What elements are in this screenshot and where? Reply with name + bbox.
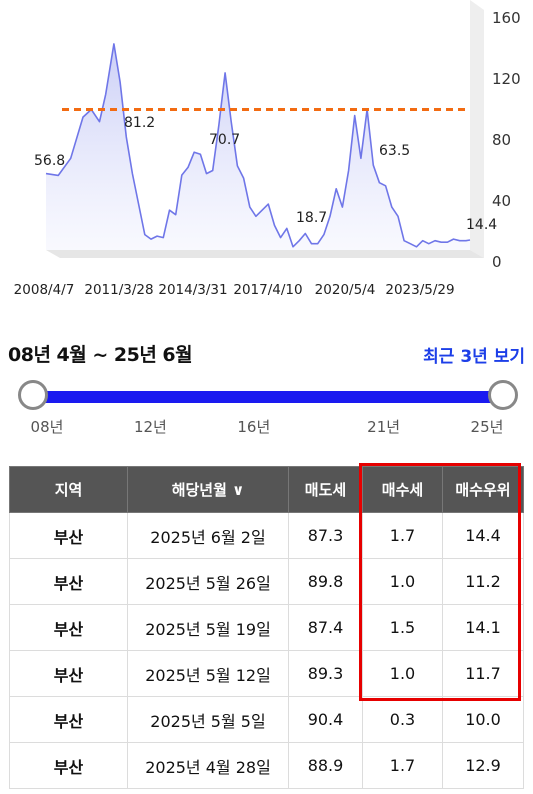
data-label: 18.7 — [296, 210, 327, 226]
data-label: 70.7 — [209, 132, 240, 148]
cell-sell: 87.4 — [288, 604, 363, 651]
slider-tick-label: 08년 — [30, 418, 64, 436]
table-row: 부산 2025년 4월 28일 88.9 1.7 12.9 — [9, 742, 524, 789]
table-row: 부산 2025년 5월 12일 89.3 1.0 11.7 — [9, 650, 524, 697]
x-tick-label: 2017/4/10 — [233, 282, 302, 298]
cell-buy: 1.0 — [362, 650, 443, 697]
cell-date: 2025년 5월 19일 — [127, 604, 289, 651]
x-tick-label: 2011/3/28 — [84, 282, 153, 298]
cell-buy-dominance: 12.9 — [442, 742, 524, 789]
cell-buy: 1.7 — [362, 742, 443, 789]
cell-region: 부산 — [9, 558, 128, 605]
header-region: 지역 — [9, 466, 128, 513]
slider-track[interactable] — [34, 391, 502, 403]
cell-buy-dominance: 11.2 — [442, 558, 524, 605]
y-tick-label: 40 — [492, 192, 511, 210]
data-label: 81.2 — [124, 115, 155, 131]
slider-tick-label: 12년 — [133, 418, 167, 436]
y-tick-label: 0 — [492, 253, 502, 271]
slider-tick-label: 25년 — [470, 418, 504, 436]
header-buy: 매수세 — [362, 466, 443, 513]
buyer-dominance-table: 지역 해당년월 ∨ 매도세 매수세 매수우위 부산 2025년 6월 2일 87.3… — [9, 466, 524, 789]
cell-date: 2025년 5월 26일 — [127, 558, 289, 605]
y-tick-label: 160 — [492, 9, 521, 27]
buyer-dominance-chart: 0 40 80 120 160 56.8 81.2 70.7 18.7 63.5 14.4 200… — [14, 0, 521, 298]
x-tick-label: 2020/5/4 — [315, 282, 376, 298]
x-tick-label: 2008/4/7 — [14, 282, 75, 298]
x-tick-label: 2023/5/29 — [385, 282, 454, 298]
date-range-row: 08년 4월 ~ 25년 6월 최근 3년 보기 — [8, 340, 525, 370]
cell-buy-dominance: 14.4 — [442, 512, 524, 559]
slider-start-handle[interactable] — [18, 380, 48, 410]
plot-floor — [46, 250, 484, 258]
slider-tick-label: 16년 — [237, 418, 271, 436]
slider-end-handle[interactable] — [488, 380, 518, 410]
cell-date: 2025년 5월 12일 — [127, 650, 289, 697]
data-label: 56.8 — [34, 153, 65, 169]
cell-date: 2025년 5월 5일 — [127, 696, 289, 743]
data-label: 14.4 — [466, 217, 497, 233]
header-date-sort[interactable]: 해당년월 ∨ — [127, 466, 289, 513]
cell-buy: 1.5 — [362, 604, 443, 651]
cell-sell: 90.4 — [288, 696, 363, 743]
cell-date: 2025년 4월 28일 — [127, 742, 289, 789]
series-area — [46, 43, 470, 251]
cell-sell: 89.3 — [288, 650, 363, 697]
date-range-label: 08년 4월 ~ 25년 6월 — [8, 344, 193, 366]
cell-sell: 87.3 — [288, 512, 363, 559]
cell-buy: 0.3 — [362, 696, 443, 743]
recent-3-years-link[interactable]: 최근 3년 보기 — [423, 347, 525, 367]
header-sell: 매도세 — [288, 466, 363, 513]
cell-buy-dominance: 11.7 — [442, 650, 524, 697]
y-tick-label: 120 — [492, 70, 521, 88]
date-range-slider[interactable] — [18, 380, 518, 414]
cell-sell: 88.9 — [288, 742, 363, 789]
cell-region: 부산 — [9, 742, 128, 789]
y-tick-label: 80 — [492, 131, 511, 149]
cell-buy-dominance: 10.0 — [442, 696, 524, 743]
table-row: 부산 2025년 5월 26일 89.8 1.0 11.2 — [9, 558, 524, 605]
cell-region: 부산 — [9, 696, 128, 743]
cell-region: 부산 — [9, 604, 128, 651]
table-header-row: 지역 해당년월 ∨ 매도세 매수세 매수우위 — [9, 466, 524, 513]
table-row: 부산 2025년 5월 5일 90.4 0.3 10.0 — [9, 696, 524, 743]
cell-region: 부산 — [9, 650, 128, 697]
plot-side-wall — [470, 0, 484, 258]
table-row: 부산 2025년 6월 2일 87.3 1.7 14.4 — [9, 512, 524, 559]
cell-date: 2025년 6월 2일 — [127, 512, 289, 559]
series-line — [45, 43, 471, 248]
cell-buy-dominance: 14.1 — [442, 604, 524, 651]
cell-buy: 1.0 — [362, 558, 443, 605]
header-buy-dominance: 매수우위 — [442, 466, 524, 513]
cell-region: 부산 — [9, 512, 128, 559]
slider-tick-label: 21년 — [367, 418, 401, 436]
x-tick-label: 2014/3/31 — [158, 282, 227, 298]
table-row: 부산 2025년 5월 19일 87.4 1.5 14.1 — [9, 604, 524, 651]
data-label: 63.5 — [379, 143, 410, 159]
slider-tick-labels: 08년 12년 16년 21년 25년 — [0, 416, 533, 438]
cell-sell: 89.8 — [288, 558, 363, 605]
cell-buy: 1.7 — [362, 512, 443, 559]
